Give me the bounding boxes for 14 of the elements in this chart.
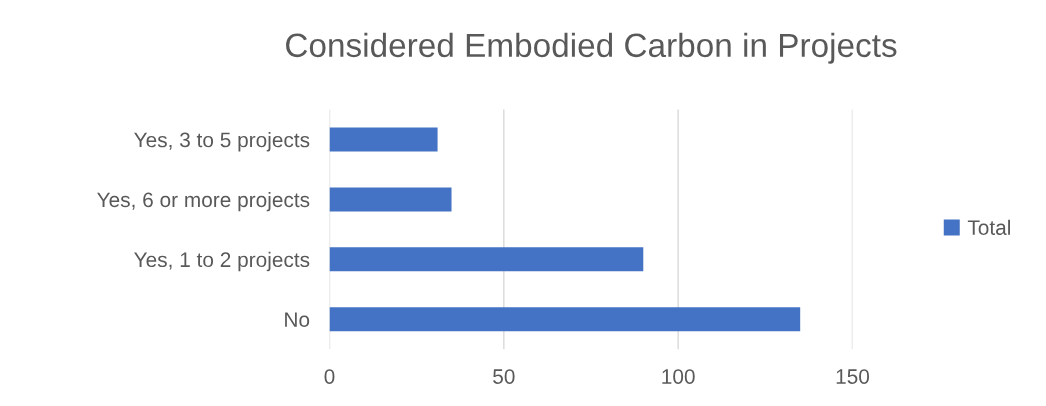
y-tick-label: Yes, 1 to 2 projects <box>134 251 310 272</box>
y-tick-label: Yes, 3 to 5 projects <box>134 132 310 152</box>
bar <box>329 127 438 152</box>
x-tick-label: 150 <box>836 369 870 384</box>
y-tick-label: No <box>285 312 310 327</box>
x-tick-label: 50 <box>493 369 515 384</box>
bar <box>329 187 452 212</box>
chart-title: Considered Embodied Carbon in Projects <box>286 32 897 64</box>
legend-label: Total <box>967 219 1010 235</box>
y-tick-label: Yes, 6 or more projects <box>97 191 310 212</box>
x-tick-label: 100 <box>662 369 695 384</box>
bar <box>329 247 644 272</box>
bar <box>329 307 801 332</box>
x-tick-label: 0 <box>324 369 335 384</box>
